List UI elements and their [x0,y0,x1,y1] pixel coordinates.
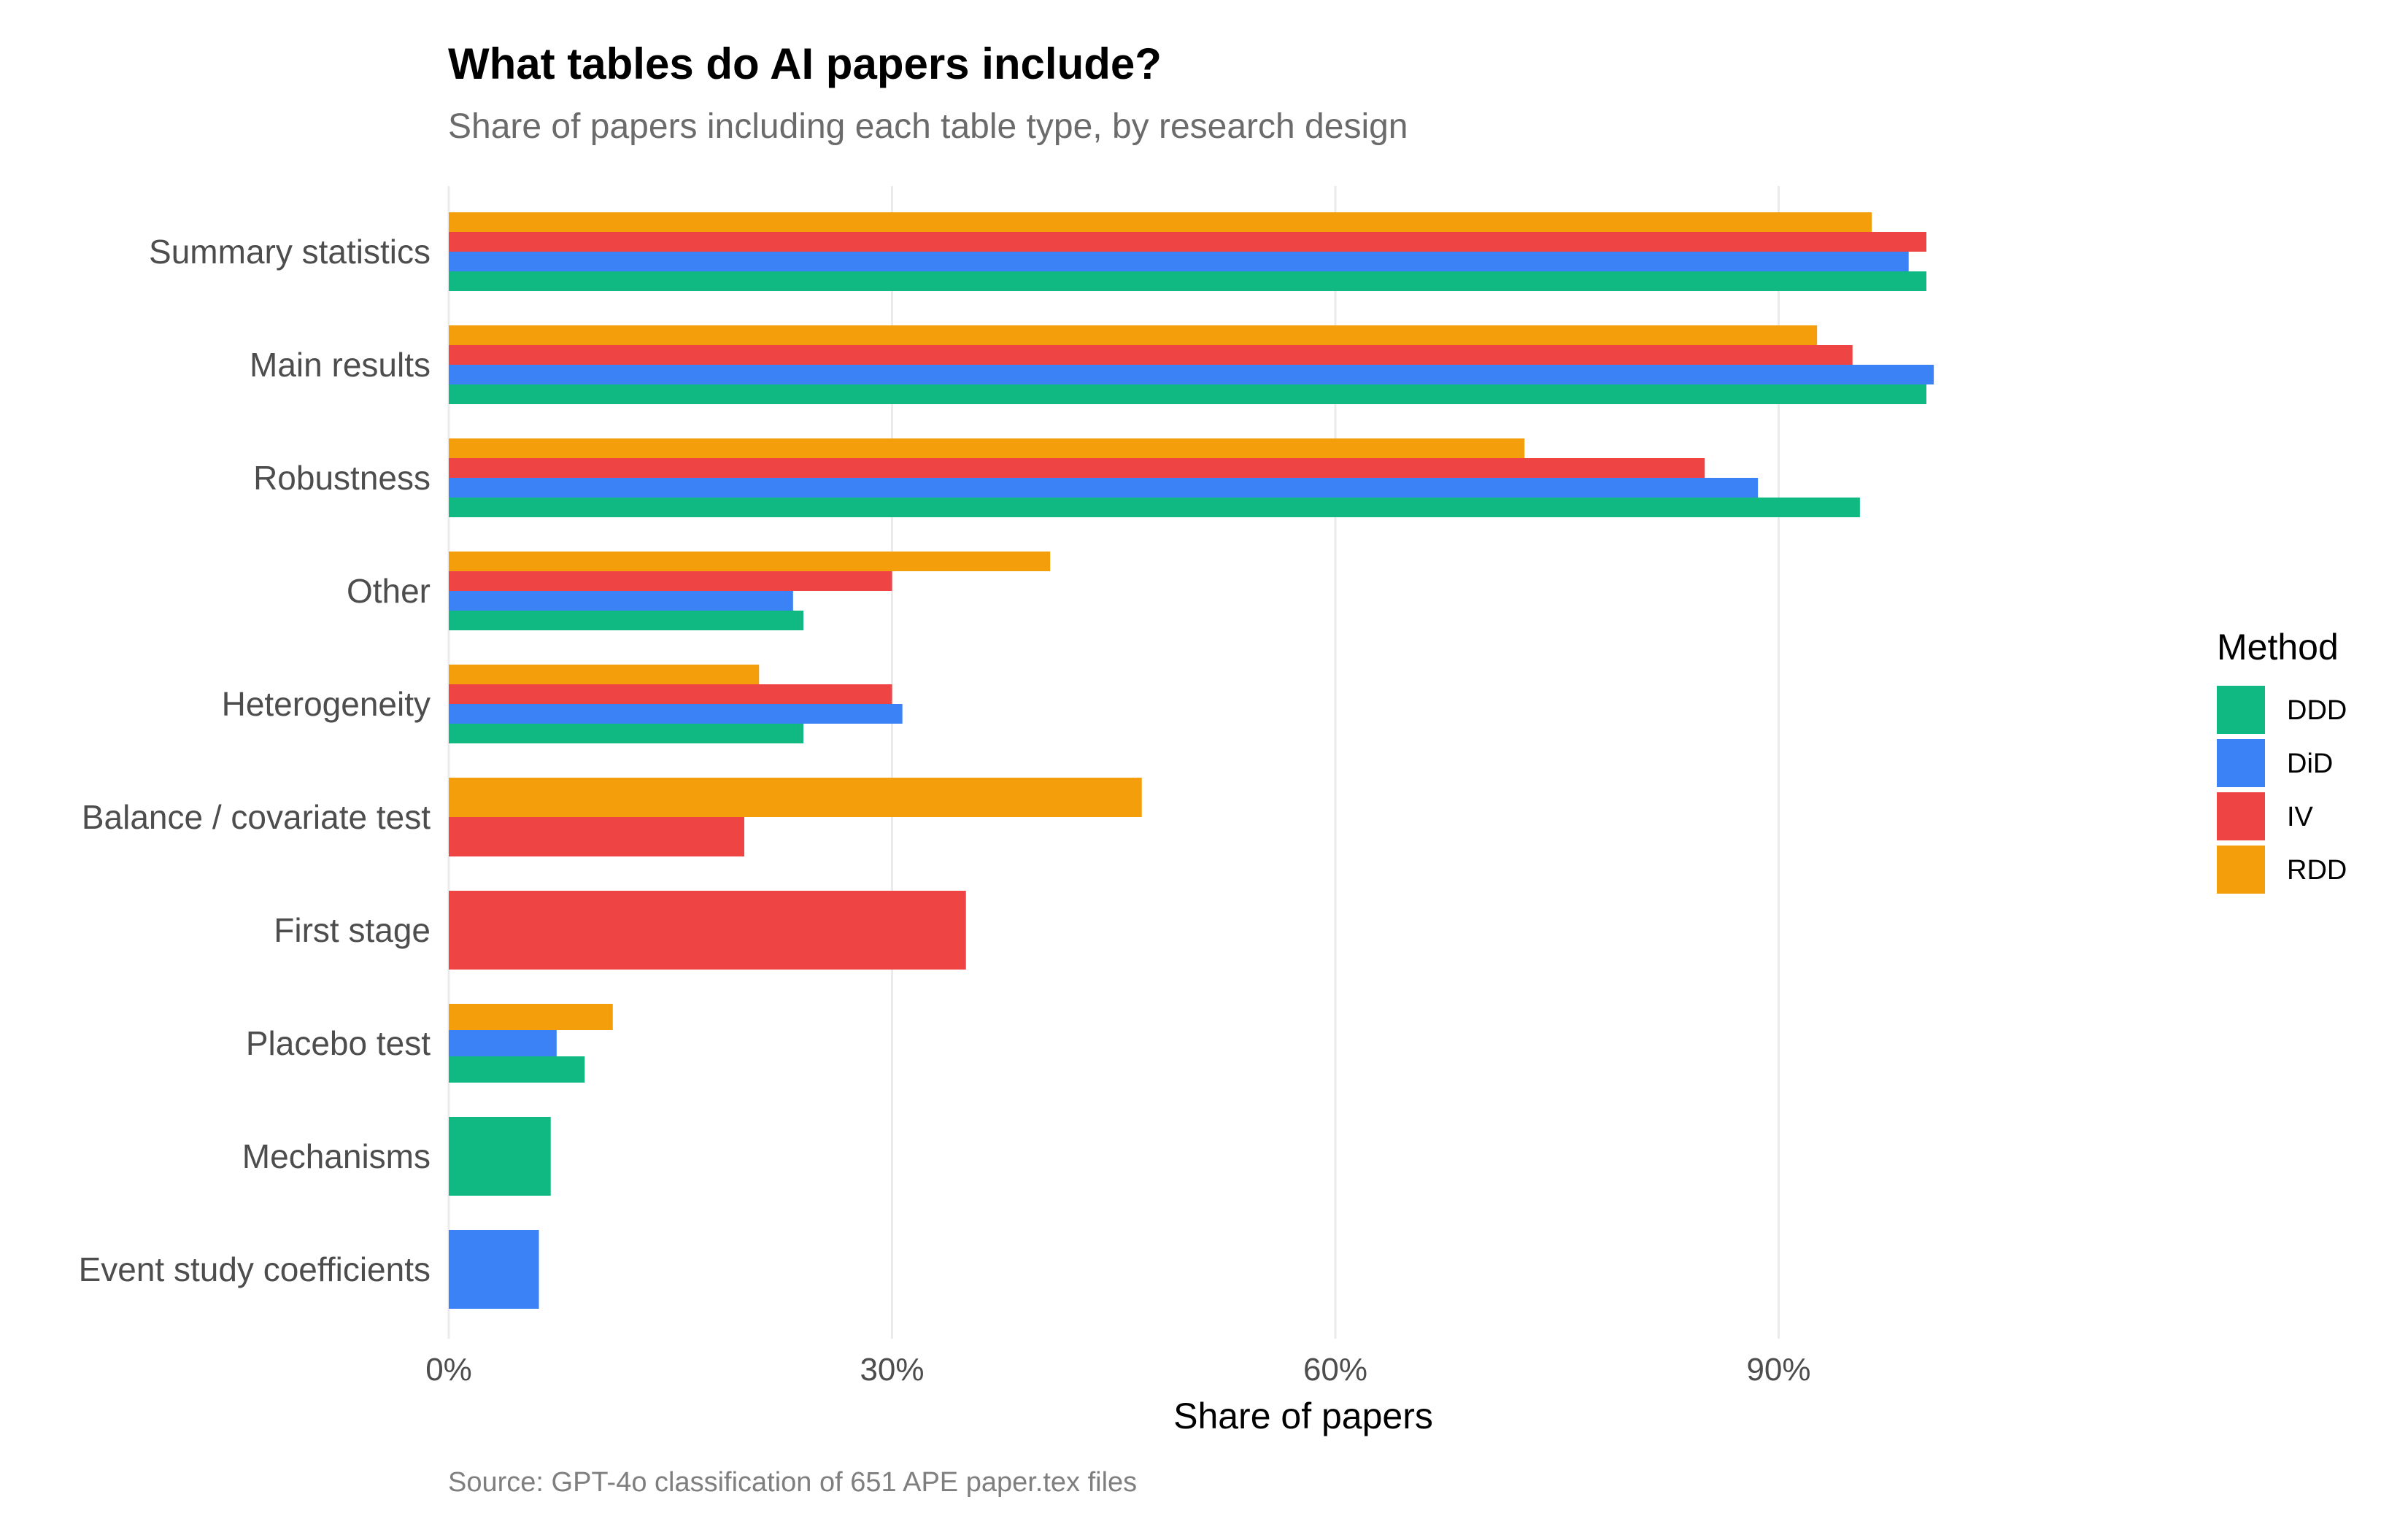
legend-label: DDD [2287,695,2347,726]
legend-key-iv [2217,792,2265,840]
bar-did [449,365,1934,384]
bar-did [449,252,1909,271]
bar-ddd [449,1056,585,1083]
bar-rdd [449,212,1872,232]
bar-did [449,478,1759,498]
category-label: Event study coefficients [79,1250,431,1288]
bar-did [449,1030,557,1056]
bar-rdd [449,438,1525,458]
category-label: Other [347,572,431,610]
legend-items: DDD DiD IV RDD [2217,686,2347,894]
x-tick-label: 0% [425,1352,472,1388]
legend: Method DDD DiD IV RDD [2217,627,2347,894]
chart-title: What tables do AI papers include? [448,39,1162,88]
chart-caption: Source: GPT-4o classification of 651 APE… [448,1467,1137,1498]
bar-did [449,591,793,611]
x-axis-ticks: 0% 30% 60% 90% [425,1352,1810,1388]
bar-did [449,704,903,724]
category-label: Robustness [253,459,431,497]
bar-ddd [449,271,1926,291]
legend-key-ddd [2217,686,2265,734]
category-label: First stage [274,911,431,949]
category-label: Main results [250,346,431,384]
bar-rdd [449,325,1818,345]
legend-key-did [2217,739,2265,787]
bar-iv [449,571,892,591]
bar-rdd [449,1004,613,1030]
category-label: Summary statistics [149,233,431,271]
bar-rdd [449,778,1142,817]
bar-ddd [449,498,1860,517]
chart-subtitle: Share of papers including each table typ… [448,107,1408,146]
bars-layer [449,212,1934,1309]
bar-iv [449,458,1705,478]
bar-ddd [449,384,1926,404]
x-axis-title: Share of papers [1173,1396,1433,1436]
bar-iv [449,684,892,704]
bar-ddd [449,724,803,743]
x-tick-label: 90% [1746,1352,1810,1388]
x-tick-label: 60% [1303,1352,1367,1388]
category-labels: Summary statistics Main results Robustness… [79,233,431,1288]
bar-rdd [449,552,1051,571]
category-label: Balance / covariate test [82,798,431,836]
bar-did [449,1230,539,1309]
category-label: Placebo test [246,1024,431,1062]
bar-ddd [449,611,803,630]
legend-label: RDD [2287,855,2347,886]
x-tick-label: 30% [860,1352,924,1388]
bar-ddd [449,1117,551,1196]
bar-iv [449,891,966,970]
legend-label: IV [2287,802,2314,832]
legend-title: Method [2217,627,2339,668]
legend-label: DiD [2287,748,2333,779]
bar-iv [449,345,1853,365]
category-label: Mechanisms [242,1137,431,1175]
bar-iv [449,232,1926,252]
bar-iv [449,817,744,856]
category-label: Heterogeneity [222,685,431,723]
legend-key-rdd [2217,846,2265,894]
bar-rdd [449,665,760,684]
